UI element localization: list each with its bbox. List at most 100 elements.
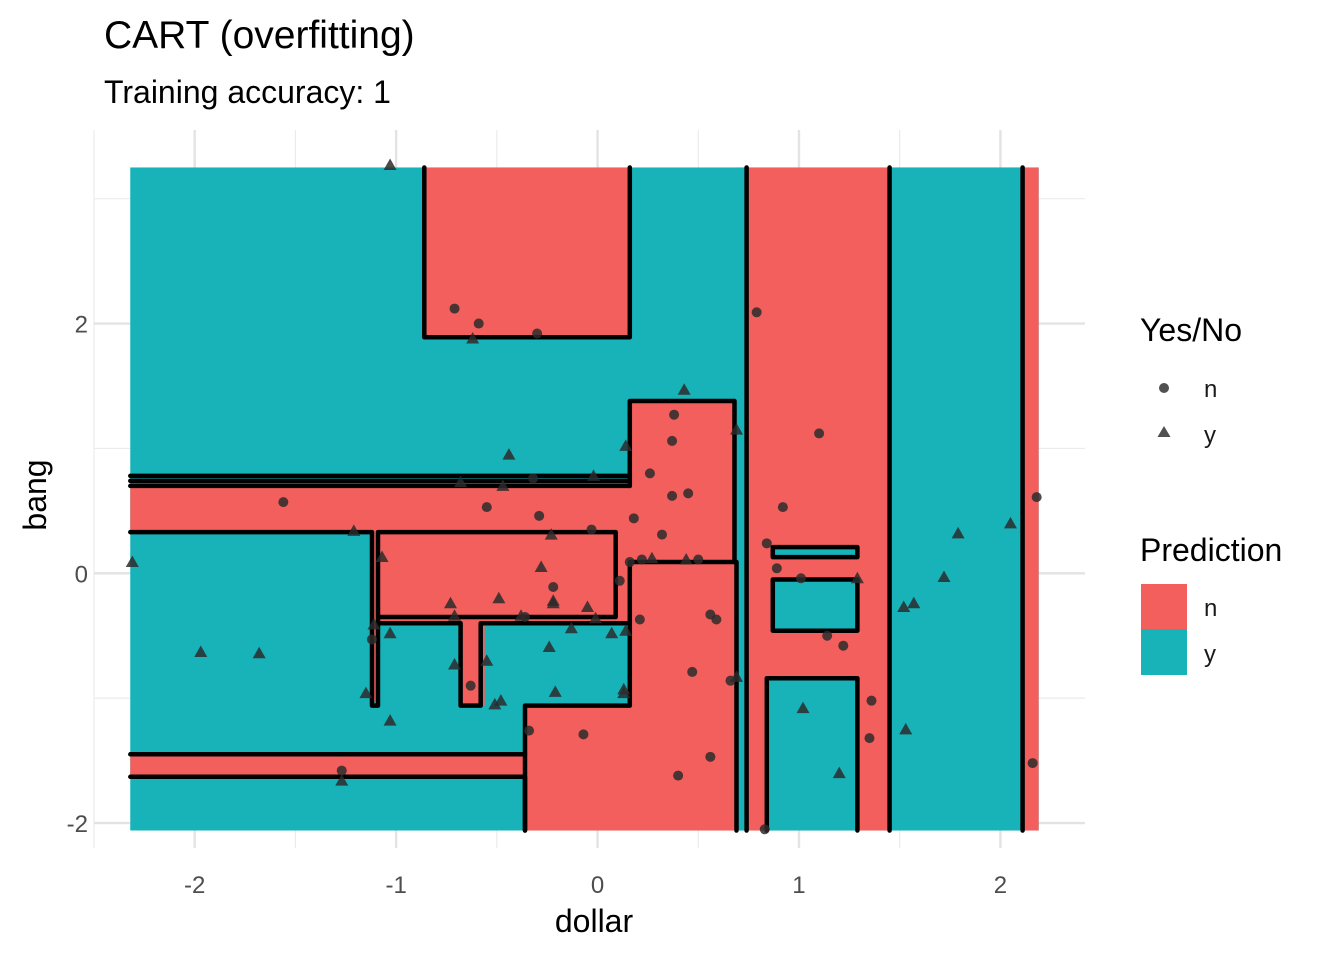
point-y: [534, 560, 548, 573]
point-y: [502, 448, 516, 460]
region-n: [130, 487, 630, 531]
chart-subtitle: Training accuracy: 1: [104, 74, 391, 110]
point-y: [546, 596, 560, 609]
region-n: [130, 754, 526, 776]
region-n: [462, 623, 481, 706]
point-y: [617, 682, 631, 695]
point-n: [814, 428, 825, 439]
boundary-line: [764, 675, 860, 833]
point-n: [669, 409, 680, 420]
legend-swatch-n: [1141, 584, 1187, 630]
point-n: [465, 680, 476, 691]
point-y: [564, 621, 578, 634]
x-tick-label: 2: [994, 872, 1007, 899]
point-n: [838, 640, 849, 651]
point-y: [937, 570, 951, 583]
point-n: [644, 468, 655, 479]
point-n: [751, 307, 762, 318]
region-n: [378, 530, 616, 617]
prediction-regions: [130, 167, 1039, 831]
point-n: [628, 513, 639, 524]
point-y: [897, 600, 911, 613]
point-y: [730, 423, 744, 435]
point-n: [683, 488, 694, 499]
point-y: [589, 611, 603, 624]
x-tick-label: 1: [792, 872, 805, 899]
region-y: [736, 167, 747, 831]
point-y: [359, 686, 373, 699]
axis-ticks: -2 -1 0 1 2 -2 0 2: [67, 312, 1007, 899]
legend-title-yes-no: Yes/No: [1140, 312, 1242, 348]
point-n: [673, 770, 684, 781]
point-y: [796, 701, 810, 714]
point-n: [534, 510, 545, 521]
boundary-line: [375, 620, 633, 708]
point-n: [624, 557, 635, 568]
point-y: [480, 654, 494, 666]
point-y: [466, 332, 480, 344]
data-points: [125, 158, 1042, 835]
point-n: [711, 614, 722, 625]
point-y: [488, 697, 502, 710]
legend-label-y-fill: y: [1204, 641, 1216, 668]
legend-prediction: Prediction n y: [1140, 532, 1282, 675]
chart-title: CART (overfitting): [104, 14, 415, 57]
point-y: [1003, 516, 1017, 529]
point-n: [1031, 492, 1042, 503]
point-n: [777, 502, 788, 513]
boundary-line: [128, 529, 618, 708]
point-y: [832, 766, 846, 779]
point-n: [636, 554, 647, 565]
point-n: [693, 554, 704, 565]
y-tick-label: 2: [75, 312, 88, 339]
point-n: [528, 473, 539, 484]
point-n: [366, 634, 377, 645]
x-tick-label: 0: [591, 872, 604, 899]
point-y: [494, 694, 508, 706]
point-n: [634, 614, 645, 625]
point-y: [448, 657, 462, 670]
point-y: [951, 526, 965, 539]
point-n: [657, 529, 668, 540]
point-y: [496, 479, 510, 491]
point-y: [448, 609, 462, 621]
point-y: [542, 640, 556, 652]
boundary-line: [422, 165, 633, 340]
point-y: [492, 591, 506, 604]
point-y: [580, 600, 594, 613]
point-y: [335, 774, 349, 786]
point-y: [194, 645, 208, 657]
point-y: [677, 383, 691, 395]
point-n: [1027, 758, 1038, 769]
legend-triangle-marker: [1157, 426, 1171, 437]
point-n: [667, 435, 678, 446]
region-n: [371, 530, 379, 702]
boundary-line: [770, 544, 860, 560]
y-axis-title: bang: [17, 459, 53, 530]
point-n: [866, 695, 877, 706]
point-y: [605, 626, 619, 639]
point-n: [705, 751, 716, 762]
point-y: [619, 439, 633, 451]
point-y: [125, 555, 139, 568]
point-n: [586, 524, 597, 535]
point-y: [730, 670, 744, 682]
legend-label-y-shape: y: [1204, 422, 1216, 449]
point-y: [367, 617, 381, 630]
point-n: [481, 502, 492, 513]
legend-label-n-fill: n: [1204, 595, 1217, 622]
boundary-line: [128, 774, 528, 833]
point-n: [795, 573, 806, 584]
y-tick-label: -2: [67, 811, 88, 838]
point-y: [383, 714, 397, 726]
point-y: [454, 475, 468, 488]
legend-circle-marker: [1159, 383, 1169, 393]
point-y: [375, 550, 389, 563]
point-y: [619, 624, 633, 636]
decision-boundaries: [128, 165, 1025, 833]
region-n: [615, 529, 630, 624]
point-n: [687, 666, 698, 677]
point-n: [278, 497, 289, 508]
point-n: [473, 318, 484, 329]
